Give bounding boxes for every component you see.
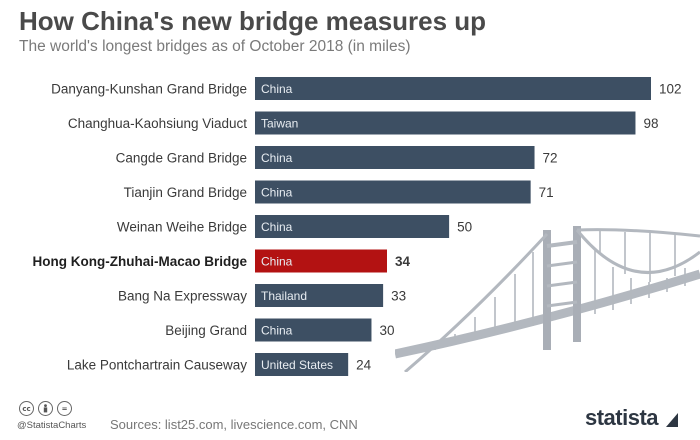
bar (255, 111, 636, 135)
bar (255, 180, 531, 204)
sources-note: Sources: list25.com, livescience.com, CN… (110, 417, 358, 432)
statista-logo-mark (666, 413, 678, 427)
category-label: Danyang-Kunshan Grand Bridge (51, 82, 247, 97)
bar (255, 249, 387, 273)
bar-country-label: United States (261, 358, 333, 372)
data-label: 102 (659, 82, 682, 97)
bar-country-label: Taiwan (261, 117, 298, 131)
data-label: 30 (379, 323, 394, 338)
bar-country-label: Thailand (261, 289, 307, 303)
bar-country-label: China (261, 255, 293, 269)
bar (255, 146, 535, 169)
data-label: 24 (356, 358, 372, 373)
bridge-illustration (395, 226, 700, 372)
data-label: 50 (457, 220, 472, 235)
statista-logo[interactable]: statista (585, 405, 659, 430)
bar (255, 318, 372, 342)
data-label: 34 (395, 254, 411, 269)
data-label: 98 (643, 116, 658, 131)
person-icon (38, 401, 53, 416)
category-label: Weinan Weihe Bridge (117, 220, 247, 235)
category-label: Hong Kong-Zhuhai-Macao Bridge (33, 254, 248, 269)
license-icons: cc = (19, 401, 72, 416)
data-label: 71 (539, 185, 554, 200)
bar (255, 77, 651, 100)
bar-country-label: China (261, 186, 293, 200)
bar-chart: Danyang-Kunshan Grand Bridge China 102 Chan… (33, 77, 682, 376)
bar (255, 353, 349, 376)
chart-subtitle: The world's longest bridges as of Octobe… (19, 38, 411, 55)
bar (255, 284, 384, 307)
bar-country-label: China (261, 82, 293, 96)
category-label: Tianjin Grand Bridge (124, 185, 247, 200)
category-label: Lake Pontchartrain Causeway (67, 358, 247, 373)
equals-icon: = (57, 401, 72, 416)
data-label: 33 (391, 289, 406, 304)
bar (255, 215, 450, 238)
category-label: Bang Na Expressway (118, 289, 247, 304)
bar-country-label: China (261, 324, 293, 338)
chart-title: How China's new bridge measures up (19, 6, 487, 36)
twitter-handle[interactable]: @StatistaCharts (17, 420, 87, 431)
data-label: 72 (543, 151, 558, 166)
bar-country-label: China (261, 220, 293, 234)
category-label: Cangde Grand Bridge (116, 151, 247, 166)
cc-icon: cc (19, 401, 34, 416)
category-label: Beijing Grand (165, 323, 247, 338)
bar-country-label: China (261, 151, 293, 165)
category-label: Changhua-Kaohsiung Viaduct (68, 116, 247, 131)
